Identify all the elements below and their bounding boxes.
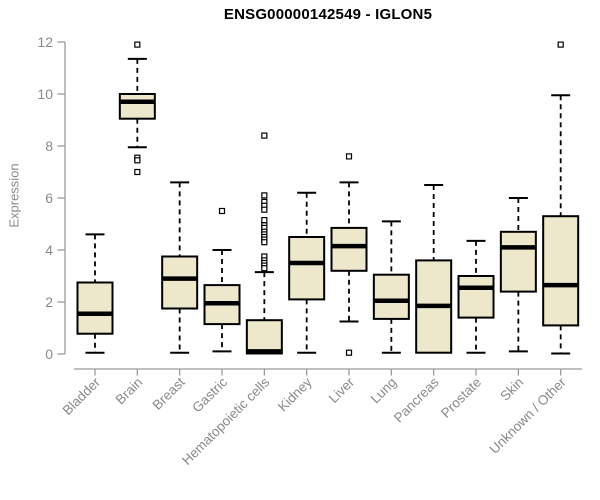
- outlier-point: [134, 41, 141, 48]
- box-unknown-other: [542, 41, 580, 355]
- chart-title: ENSG00000142549 - IGLON5: [223, 6, 433, 23]
- box-kidney: [288, 191, 326, 354]
- iqr-box: [118, 93, 156, 120]
- outlier-point: [261, 192, 268, 199]
- box-pancreas: [415, 184, 453, 354]
- iqr-box: [161, 255, 199, 310]
- iqr-box: [372, 273, 410, 320]
- box-brain: [118, 41, 156, 176]
- y-tick-label: 6: [45, 190, 53, 206]
- box-breast: [161, 181, 199, 354]
- x-tick-label: Kidney: [275, 374, 315, 414]
- y-tick-label: 12: [37, 34, 53, 50]
- y-tick-label: 2: [45, 294, 53, 310]
- outlier-point: [261, 132, 268, 139]
- y-tick-label: 0: [45, 346, 53, 362]
- y-axis: 0 2 4 6 8 10 12: [37, 34, 66, 362]
- x-tick-label: Pancreas: [391, 374, 442, 425]
- iqr-box: [499, 230, 537, 293]
- iqr-box: [245, 319, 283, 355]
- x-tick-label: Lung: [368, 375, 400, 407]
- box-liver: [330, 153, 368, 356]
- box-skin: [499, 197, 537, 353]
- outlier-point: [557, 41, 564, 48]
- iqr-box: [542, 215, 580, 327]
- box-gastric: [203, 207, 241, 353]
- x-tick-label: Brain: [113, 375, 146, 408]
- outlier-point: [261, 217, 268, 224]
- outlier-point: [261, 206, 268, 213]
- box-hematopoietic-cells: [245, 132, 283, 355]
- x-tick-label: Unknown / Other: [487, 374, 570, 457]
- y-tick-label: 8: [45, 138, 53, 154]
- outlier-point: [261, 239, 268, 246]
- box-prostate: [457, 239, 495, 354]
- x-tick-label: Liver: [326, 374, 358, 406]
- iqr-box: [76, 281, 114, 335]
- outlier-point: [261, 265, 268, 272]
- x-tick-label: Skin: [497, 375, 526, 404]
- outlier-point: [345, 349, 353, 356]
- x-tick-label: Gastric: [189, 374, 230, 415]
- box-lung: [372, 220, 410, 354]
- outlier-point: [134, 168, 141, 176]
- outlier-point: [134, 157, 141, 164]
- y-tick-label: 4: [45, 242, 53, 258]
- y-tick-label: 10: [37, 86, 53, 102]
- x-tick-label: Breast: [150, 374, 188, 412]
- box-bladder: [76, 233, 114, 354]
- x-tick-label: Prostate: [438, 375, 484, 421]
- iqr-box: [288, 236, 326, 301]
- outlier-point: [345, 153, 353, 160]
- x-tick-label: Bladder: [60, 374, 104, 418]
- iqr-box: [457, 275, 495, 319]
- iqr-box: [330, 226, 368, 272]
- outlier-point: [218, 207, 226, 215]
